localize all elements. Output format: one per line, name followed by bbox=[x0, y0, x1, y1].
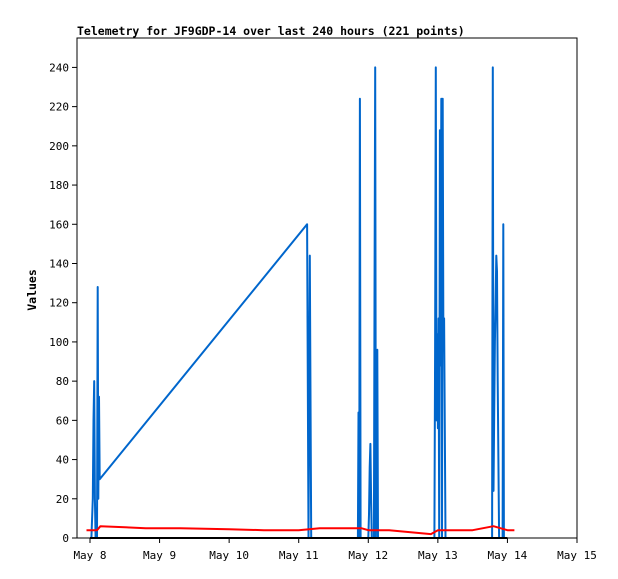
y-tick-label: 20 bbox=[56, 493, 69, 506]
y-tick-label: 160 bbox=[49, 218, 69, 231]
x-tick-label: May 8 bbox=[73, 549, 106, 562]
x-tick-label: May 10 bbox=[209, 549, 249, 562]
y-tick-label: 0 bbox=[62, 532, 69, 545]
chart-title: Telemetry for JF9GDP-14 over last 240 ho… bbox=[77, 24, 465, 38]
y-tick-label: 120 bbox=[49, 297, 69, 310]
y-tick-label: 100 bbox=[49, 336, 69, 349]
x-axis: May 8 May 9 May 10 May 11 May 12 May 13 May 14… bbox=[73, 538, 597, 562]
y-tick-label: 80 bbox=[56, 375, 69, 388]
y-tick-label: 180 bbox=[49, 179, 69, 192]
x-tick-label: May 12 bbox=[348, 549, 388, 562]
plot-frame bbox=[76, 37, 578, 539]
y-tick-label: 220 bbox=[49, 101, 69, 114]
y-tick-label: 40 bbox=[56, 454, 69, 467]
y-tick-label: 240 bbox=[49, 61, 69, 74]
x-tick-label: May 11 bbox=[279, 549, 319, 562]
series-line-2 bbox=[86, 525, 515, 536]
x-tick-label: May 13 bbox=[418, 549, 458, 562]
x-tick-label: May 14 bbox=[488, 549, 528, 562]
y-axis-label: Values bbox=[25, 269, 39, 311]
y-tick-label: 60 bbox=[56, 414, 69, 427]
y-axis: 0 20 40 60 80 100 120 140 160 180 200 220 240 bbox=[49, 61, 77, 545]
y-tick-label: 140 bbox=[49, 257, 69, 270]
y-tick-label: 200 bbox=[49, 140, 69, 153]
x-tick-label: May 9 bbox=[143, 549, 176, 562]
series-line-1 bbox=[90, 66, 505, 539]
x-tick-label: May 15 bbox=[557, 549, 597, 562]
